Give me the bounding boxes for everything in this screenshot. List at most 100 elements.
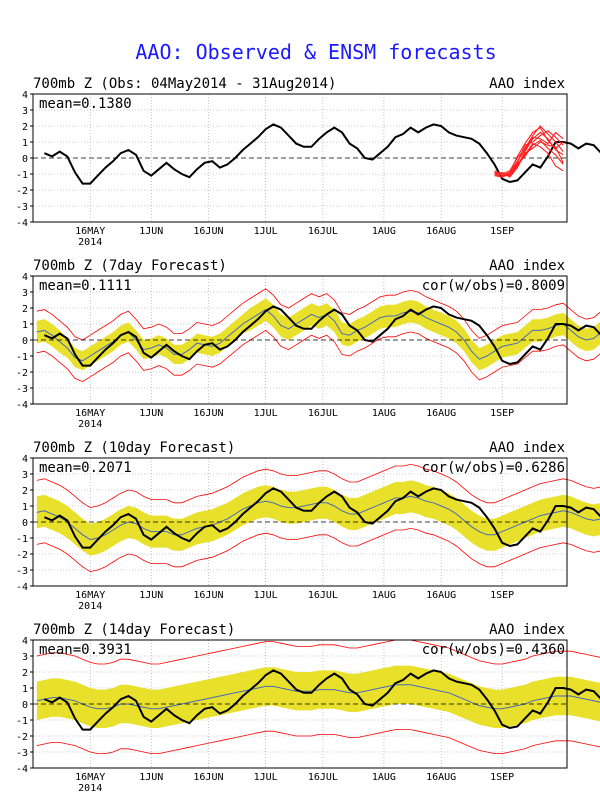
x-tick-label: 1JUL [254, 408, 278, 419]
ensemble-mean-line [36, 495, 600, 541]
x-tick-label: 1SEP [490, 772, 514, 783]
x-tick-sublabel: 2014 [78, 237, 102, 248]
ensemble-mean-line [36, 308, 600, 362]
ensemble-mean-line [36, 684, 600, 710]
panel-title: 700mb Z (7day Forecast) [33, 258, 227, 274]
correlation-label: cor(w/obs)=0.4360 [422, 642, 565, 658]
x-tick-label: 1AUG [372, 408, 396, 419]
x-tick-label: 1JUN [139, 590, 163, 601]
x-tick-label: 16AUG [426, 226, 456, 237]
panel-2: 700mb Z (7day Forecast) AAO index mean=0.1… [16, 258, 600, 430]
x-tick-label: 16JUL [308, 772, 338, 783]
x-tick-label: 16MAY [75, 772, 105, 783]
y-tick-label: -2 [16, 550, 28, 561]
y-tick-label: 0 [22, 700, 28, 711]
y-tick-label: 0 [22, 336, 28, 347]
y-tick-label: 4 [22, 636, 28, 647]
y-tick-label: 3 [22, 652, 28, 663]
x-tick-sublabel: 2014 [78, 601, 102, 612]
x-tick-label: 16AUG [426, 590, 456, 601]
observed-line [44, 123, 600, 185]
x-tick-label: 1JUN [139, 772, 163, 783]
panel-index-label: AAO index [489, 440, 565, 456]
y-tick-label: 2 [22, 304, 28, 315]
y-tick-label: -2 [16, 732, 28, 743]
x-tick-label: 16AUG [426, 772, 456, 783]
y-tick-label: 4 [22, 272, 28, 283]
figure-title: AAO: Observed & ENSM forecasts [135, 40, 496, 64]
x-tick-label: 1JUL [254, 226, 278, 237]
x-tick-label: 16MAY [75, 590, 105, 601]
y-tick-label: -4 [16, 582, 28, 593]
panel-title: 700mb Z (14day Forecast) [33, 622, 235, 638]
correlation-label: cor(w/obs)=0.6286 [422, 460, 565, 476]
y-tick-label: 1 [22, 138, 28, 149]
x-tick-label: 16JUL [308, 590, 338, 601]
x-tick-label: 16MAY [75, 226, 105, 237]
x-tick-sublabel: 2014 [78, 419, 102, 430]
x-tick-label: 1JUL [254, 772, 278, 783]
mean-label: mean=0.3931 [39, 642, 132, 658]
y-tick-label: -4 [16, 764, 28, 775]
panels: 700mb Z (Obs: 04May2014 - 31Aug2014) AAO … [16, 76, 600, 794]
y-tick-label: -1 [16, 170, 28, 181]
x-tick-label: 16JUL [308, 226, 338, 237]
panel-index-label: AAO index [489, 76, 565, 92]
x-tick-label: 1AUG [372, 590, 396, 601]
y-tick-label: 2 [22, 122, 28, 133]
y-tick-label: -3 [16, 384, 28, 395]
x-tick-label: 1SEP [490, 226, 514, 237]
x-tick-label: 1AUG [372, 772, 396, 783]
y-tick-label: 3 [22, 288, 28, 299]
x-tick-label: 16JUL [308, 408, 338, 419]
y-tick-label: 1 [22, 320, 28, 331]
y-tick-label: 4 [22, 454, 28, 465]
x-tick-label: 1JUL [254, 590, 278, 601]
y-tick-label: 3 [22, 470, 28, 481]
envelope-upper [36, 639, 600, 665]
y-tick-label: -1 [16, 534, 28, 545]
x-tick-label: 16AUG [426, 408, 456, 419]
x-tick-label: 1SEP [490, 590, 514, 601]
x-tick-label: 16JUN [193, 590, 223, 601]
envelope-upper [36, 463, 600, 509]
x-tick-label: 1JUN [139, 226, 163, 237]
ensemble-member-line [494, 139, 564, 177]
x-tick-label: 16JUN [193, 226, 223, 237]
envelope-lower [36, 729, 600, 754]
envelope-upper [36, 288, 600, 341]
mean-label: mean=0.1111 [39, 278, 132, 294]
observed-line [44, 487, 600, 549]
x-tick-label: 16JUN [193, 408, 223, 419]
y-tick-label: 1 [22, 502, 28, 513]
spread-band [36, 480, 600, 556]
ensemble-member-line [494, 131, 564, 177]
y-tick-label: -1 [16, 716, 28, 727]
panel-3: 700mb Z (10day Forecast) AAO index mean=0.… [16, 440, 600, 612]
y-tick-label: -2 [16, 368, 28, 379]
panel-index-label: AAO index [489, 622, 565, 638]
x-tick-label: 1JUN [139, 408, 163, 419]
y-tick-label: 3 [22, 106, 28, 117]
y-tick-label: -4 [16, 218, 28, 229]
x-tick-label: 1SEP [490, 408, 514, 419]
y-tick-label: -3 [16, 202, 28, 213]
y-tick-label: 0 [22, 154, 28, 165]
panel-4: 700mb Z (14day Forecast) AAO index mean=0.… [16, 622, 600, 794]
x-tick-label: 16JUN [193, 772, 223, 783]
envelope-lower [36, 329, 600, 383]
mean-label: mean=0.2071 [39, 460, 132, 476]
y-tick-label: -3 [16, 566, 28, 577]
y-tick-label: -1 [16, 352, 28, 363]
envelope-lower [36, 527, 600, 573]
x-tick-sublabel: 2014 [78, 783, 102, 794]
x-tick-label: 1AUG [372, 226, 396, 237]
panel-1: 700mb Z (Obs: 04May2014 - 31Aug2014) AAO … [16, 76, 600, 248]
observed-line [44, 305, 600, 367]
x-tick-label: 16MAY [75, 408, 105, 419]
panel-title: 700mb Z (Obs: 04May2014 - 31Aug2014) [33, 76, 336, 92]
y-tick-label: 4 [22, 90, 28, 101]
mean-label: mean=0.1380 [39, 96, 132, 112]
y-tick-label: -2 [16, 186, 28, 197]
